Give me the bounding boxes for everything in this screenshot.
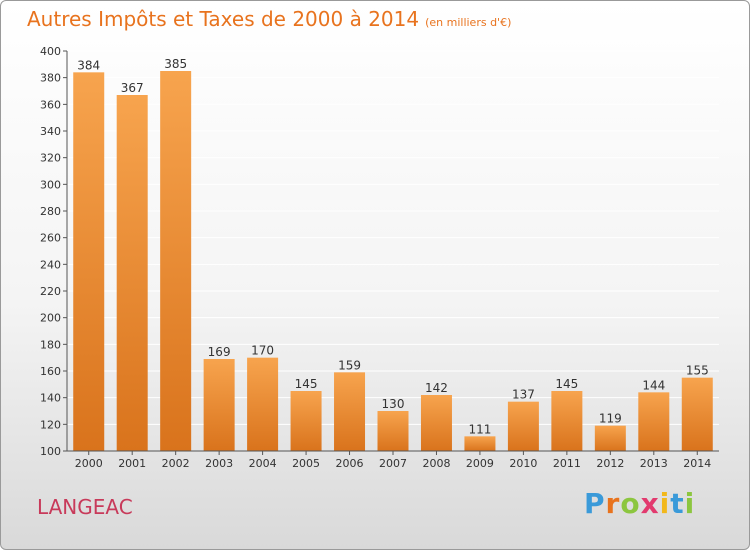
data-label: 385 [164, 57, 187, 71]
data-label: 137 [512, 388, 535, 402]
x-tick-label: 2005 [292, 457, 320, 470]
proxiti-logo: Proxiti [584, 487, 695, 520]
bar [681, 377, 713, 451]
logo-letter: r [605, 487, 621, 520]
bar [334, 372, 366, 451]
data-label: 384 [77, 58, 100, 72]
x-tick-label: 2003 [205, 457, 233, 470]
x-tick-label: 2009 [466, 457, 494, 470]
bar [551, 391, 583, 451]
data-label: 145 [295, 377, 318, 391]
bar [507, 401, 539, 451]
y-tick-label: 340 [40, 125, 61, 138]
x-tick-label: 2013 [640, 457, 668, 470]
y-tick-label: 160 [40, 365, 61, 378]
y-tick-label: 220 [40, 285, 61, 298]
bar [160, 71, 192, 451]
data-label: 119 [599, 412, 622, 426]
data-label: 144 [642, 378, 665, 392]
data-label: 159 [338, 358, 361, 372]
logo-letter: x [640, 487, 660, 520]
bar [203, 359, 235, 451]
axes: 100 120 140 160 180 200 220 240 260 280 300 320 340 3… [40, 45, 719, 470]
bar [638, 392, 670, 451]
x-tick-label: 2008 [422, 457, 450, 470]
chart-title: Autres Impôts et Taxes de 2000 à 2014 (en… [27, 7, 511, 31]
data-label: 367 [121, 81, 144, 95]
logo-letter: o [620, 487, 641, 520]
bar [377, 411, 409, 451]
chart-title-text: Autres Impôts et Taxes de 2000 à 2014 [27, 7, 420, 31]
logo-letter: P [584, 487, 606, 520]
x-tick-label: 2007 [379, 457, 407, 470]
bar [420, 395, 452, 451]
x-tick-label: 2011 [553, 457, 581, 470]
bar [116, 95, 148, 451]
city-name: LANGEAC [37, 495, 133, 519]
y-tick-label: 240 [40, 258, 61, 271]
logo-letter: i [684, 487, 696, 520]
data-label: 170 [251, 344, 274, 358]
bar [290, 391, 322, 451]
x-tick-label: 2014 [683, 457, 711, 470]
data-label: 111 [468, 422, 491, 436]
y-tick-label: 100 [40, 445, 61, 458]
data-label: 130 [382, 397, 405, 411]
y-tick-label: 280 [40, 205, 61, 218]
y-tick-label: 200 [40, 312, 61, 325]
x-tick-label: 2000 [75, 457, 103, 470]
data-label: 169 [208, 345, 231, 359]
chart-subtitle: (en milliers d'€) [425, 16, 512, 29]
x-tick-label: 2012 [596, 457, 624, 470]
y-tick-label: 120 [40, 418, 61, 431]
y-tick-label: 400 [40, 45, 61, 58]
x-tick-label: 2006 [336, 457, 364, 470]
y-tick-label: 320 [40, 152, 61, 165]
x-tick-label: 2002 [162, 457, 190, 470]
logo-letter: t [670, 487, 685, 520]
x-tick-label: 2001 [118, 457, 146, 470]
bar [247, 357, 279, 451]
data-label: 145 [555, 377, 578, 391]
y-tick-label: 360 [40, 98, 61, 111]
bar [73, 72, 105, 451]
logo-letter: i [659, 487, 671, 520]
y-tick-label: 300 [40, 178, 61, 191]
bars: 384 367 385 169 170 145 159 130 142 111 137 145 119 1… [73, 57, 713, 451]
y-tick-label: 380 [40, 72, 61, 85]
data-label: 155 [686, 364, 709, 378]
data-label: 142 [425, 381, 448, 395]
x-tick-label: 2004 [249, 457, 277, 470]
bar [594, 425, 626, 451]
x-tick-label: 2010 [509, 457, 537, 470]
y-tick-label: 260 [40, 232, 61, 245]
y-tick-label: 180 [40, 338, 61, 351]
bar [464, 436, 496, 451]
y-tick-label: 140 [40, 392, 61, 405]
